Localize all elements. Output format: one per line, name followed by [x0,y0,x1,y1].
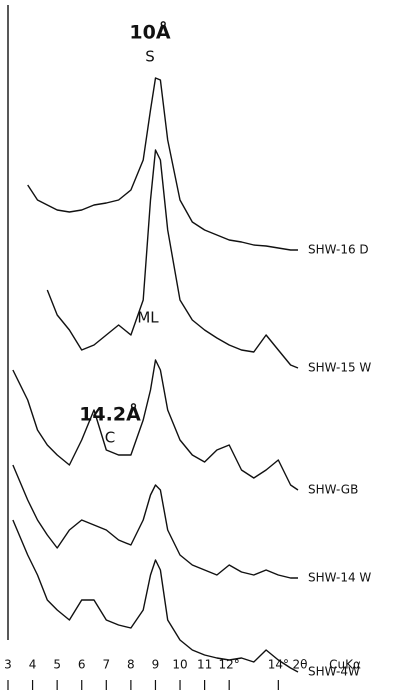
x-tick-label: 7 [102,658,110,672]
legend-label: SHW-14 W [308,571,371,585]
x-tick-label: 5 [53,658,61,672]
x-axis-label: 2θ [293,658,308,672]
legend-label: SHW-15 W [308,361,371,375]
x-tick-label: 11 [197,658,212,672]
annotation: C [105,429,115,447]
legend-label: SHW-GB [308,483,358,497]
legend-label: SHW-4W [308,665,360,679]
trace [12,359,299,491]
annotation: ML [137,309,159,327]
trace [27,77,298,251]
x-tick-label: 6 [78,658,86,672]
x-tick-label: 14° [268,658,289,672]
trace [46,149,299,369]
annotation: S [145,48,155,66]
x-tick-label: 3 [4,658,12,672]
x-tick-label: 12° [219,658,240,672]
x-tick-label: 9 [152,658,160,672]
legend-label: SHW-16 D [308,243,369,257]
annotation: 10Å [129,20,170,44]
trace [12,519,299,673]
x-tick-label: 8 [127,658,135,672]
radiation-label: CuKα [329,658,361,672]
trace [12,464,298,579]
x-tick-label: 4 [29,658,37,672]
x-tick-label: 10 [172,658,187,672]
